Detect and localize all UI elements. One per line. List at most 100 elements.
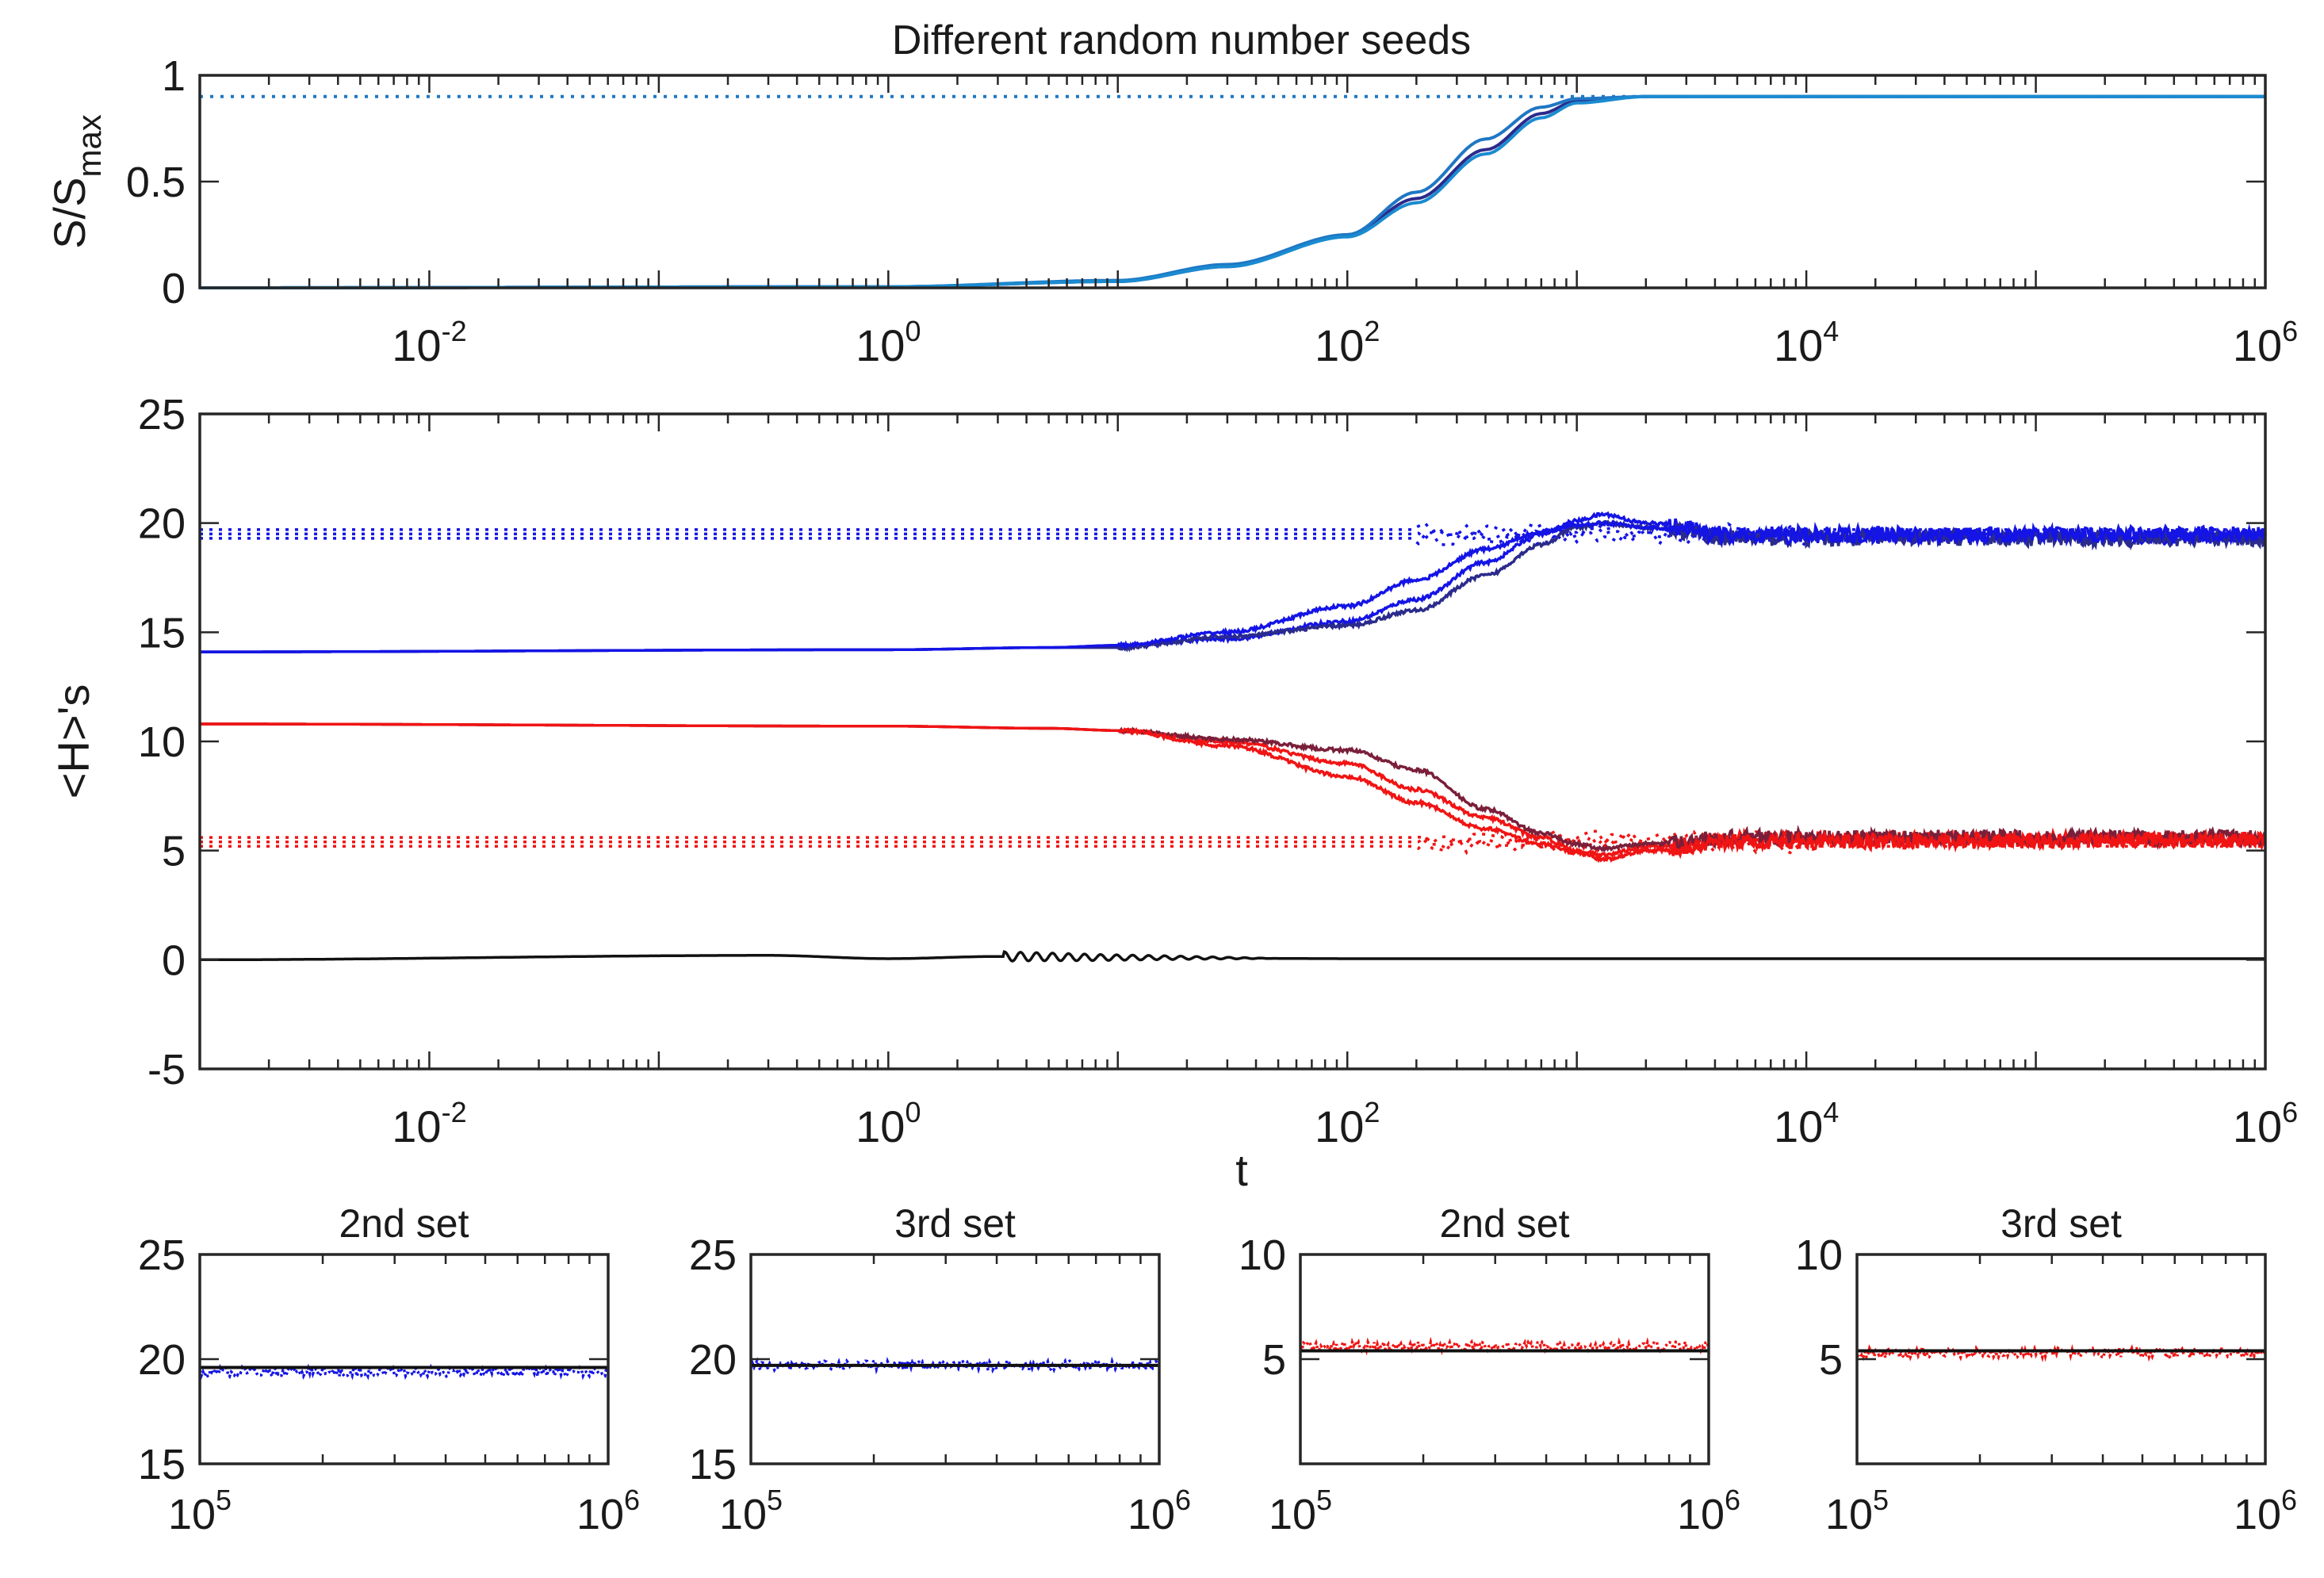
inset1-y-tick-label: 25 xyxy=(138,1231,186,1279)
entropy-axes-box xyxy=(198,74,2267,289)
entropy-y-label-sub: max xyxy=(71,114,108,177)
main-x-tick-base: 10 xyxy=(392,1101,441,1151)
inset2-x-tick-exponent: 6 xyxy=(1175,1484,1191,1516)
entropy-series-line xyxy=(200,94,2265,289)
inset2-y-tick-label: 25 xyxy=(689,1231,737,1279)
inset3-axes-box xyxy=(1299,1253,1710,1465)
inset2-x-tick-base: 10 xyxy=(1128,1491,1175,1538)
inset3-x-tick-label: 105 xyxy=(1269,1484,1332,1538)
inset1-x-tick-exponent: 6 xyxy=(624,1484,640,1516)
main-y-tick-label: 5 xyxy=(162,828,186,875)
inset3-x-tick-label: 106 xyxy=(1677,1484,1740,1538)
entropy-series-line xyxy=(200,94,2265,289)
entropy-x-tick-exponent: 0 xyxy=(905,315,921,347)
inset1-x-tick-label: 105 xyxy=(168,1484,232,1538)
entropy-series-line xyxy=(200,94,2265,289)
inset2-x-tick-label: 105 xyxy=(719,1484,783,1538)
entropy-y-axis-label: S/Smax xyxy=(44,114,108,249)
inset3-x-tick-exponent: 5 xyxy=(1316,1484,1332,1516)
main-y-axis-label: <H>'s xyxy=(48,684,98,799)
inset4-axes-box xyxy=(1855,1253,2267,1465)
inset4-y-tick-label: 10 xyxy=(1795,1231,1843,1279)
entropy-x-tick-exponent: 2 xyxy=(1364,315,1380,347)
inset1-title: 2nd set xyxy=(339,1201,469,1246)
main-series-line xyxy=(200,722,2267,864)
entropy-x-tick-label: 10-2 xyxy=(392,315,466,370)
entropy-y-tick-label: 0 xyxy=(162,265,186,312)
inset4-title: 3rd set xyxy=(2000,1201,2122,1246)
main-x-tick-exponent: -2 xyxy=(442,1096,467,1128)
inset1-x-tick-label: 106 xyxy=(576,1484,640,1538)
main-x-tick-exponent: 0 xyxy=(905,1096,921,1128)
main-x-tick-base: 10 xyxy=(1315,1101,1364,1151)
inset3-x-tick-base: 10 xyxy=(1269,1491,1316,1538)
entropy-x-tick-base: 10 xyxy=(1315,320,1364,370)
inset4-x-tick-label: 106 xyxy=(2234,1484,2297,1538)
main-reference-line xyxy=(200,829,2265,846)
main-reference-line xyxy=(200,521,2265,538)
inset3-title: 2nd set xyxy=(1439,1201,1569,1246)
inset4-x-tick-base: 10 xyxy=(1825,1491,1873,1538)
main-reference-line xyxy=(200,833,2265,851)
inset2-title: 3rd set xyxy=(894,1201,1016,1246)
x-axis-label-main: t xyxy=(1235,1145,1248,1195)
inset1-x-tick-base: 10 xyxy=(168,1491,216,1538)
main-x-tick-exponent: 4 xyxy=(1823,1096,1839,1128)
main-x-tick-base: 10 xyxy=(2233,1101,2282,1151)
inset2-y-tick-label: 15 xyxy=(689,1441,737,1488)
main-x-tick-label: 104 xyxy=(1774,1096,1839,1151)
inset2-x-tick-exponent: 5 xyxy=(767,1484,783,1516)
entropy-x-tick-label: 102 xyxy=(1315,315,1380,370)
inset3-x-tick-exponent: 6 xyxy=(1725,1484,1740,1516)
entropy-y-tick-label: 1 xyxy=(162,52,186,100)
entropy-x-tick-base: 10 xyxy=(392,320,441,370)
entropy-y-tick-label: 0.5 xyxy=(126,159,186,206)
inset3-y-tick-label: 5 xyxy=(1262,1336,1286,1384)
inset4-x-tick-exponent: 6 xyxy=(2281,1484,2297,1516)
inset4-x-tick-label: 105 xyxy=(1825,1484,1889,1538)
inset4-x-tick-base: 10 xyxy=(2234,1491,2281,1538)
inset2-y-tick-label: 20 xyxy=(689,1336,737,1384)
inset3-x-tick-base: 10 xyxy=(1677,1491,1725,1538)
inset1-x-tick-exponent: 5 xyxy=(216,1484,232,1516)
entropy-x-tick-exponent: 6 xyxy=(2282,315,2298,347)
entropy-y-label-base: S/S xyxy=(44,178,94,249)
main-reference-line xyxy=(200,838,2265,856)
inset2-x-tick-label: 106 xyxy=(1128,1484,1191,1538)
inset1-y-tick-label: 15 xyxy=(138,1441,186,1488)
main-x-tick-label: 102 xyxy=(1315,1096,1380,1151)
inset1-x-tick-base: 10 xyxy=(576,1491,624,1538)
entropy-x-tick-label: 106 xyxy=(2233,315,2298,370)
main-x-tick-exponent: 6 xyxy=(2282,1096,2298,1128)
main-series-line xyxy=(200,519,2267,653)
inset2-axes-box xyxy=(749,1253,1161,1465)
inset3-series-line xyxy=(1299,1336,1710,1356)
main-x-tick-label: 100 xyxy=(856,1096,921,1151)
main-y-tick-label: -5 xyxy=(147,1046,186,1093)
main-x-tick-base: 10 xyxy=(856,1101,905,1151)
main-x-tick-base: 10 xyxy=(1774,1101,1823,1151)
main-y-tick-label: 25 xyxy=(138,391,186,439)
inset1-y-tick-label: 20 xyxy=(138,1336,186,1384)
inset4-x-tick-exponent: 5 xyxy=(1873,1484,1889,1516)
entropy-x-tick-base: 10 xyxy=(856,320,905,370)
inset4-y-tick-label: 5 xyxy=(1819,1336,1843,1384)
main-x-tick-exponent: 2 xyxy=(1364,1096,1380,1128)
figure-title: Different random number seeds xyxy=(892,17,1471,63)
entropy-x-tick-base: 10 xyxy=(1774,320,1823,370)
entropy-x-tick-label: 104 xyxy=(1774,315,1839,370)
main-x-tick-label: 106 xyxy=(2233,1096,2298,1151)
main-series-line xyxy=(200,950,2265,963)
main-y-tick-label: 20 xyxy=(138,500,186,548)
main-x-tick-label: 10-2 xyxy=(392,1096,466,1151)
entropy-x-tick-base: 10 xyxy=(2233,320,2282,370)
inset2-series-line xyxy=(749,1356,1160,1375)
main-y-tick-label: 0 xyxy=(162,936,186,984)
